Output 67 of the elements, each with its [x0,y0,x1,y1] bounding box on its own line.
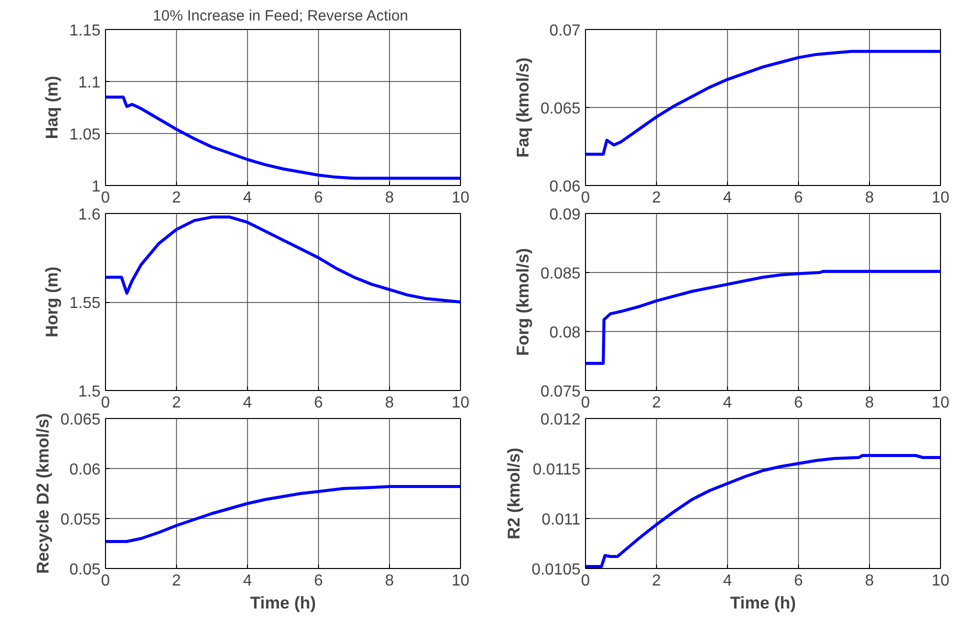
y-tick-label: 0.065 [540,100,581,118]
x-tick-label: 6 [794,394,804,412]
y-tick-label: 0.0115 [532,462,581,478]
x-tick-label: 8 [865,572,874,590]
x-tick-label: 4 [723,572,732,590]
x-tick-label: 10 [452,394,470,412]
chart-title: 10% Increase in Feed; Reverse Action [152,8,408,24]
x-tick-label: 6 [794,572,804,590]
y-tick-label: 1.55 [69,295,101,312]
y-tick-label: 0.08 [549,324,581,342]
y-tick-label: 0.065 [60,412,101,428]
x-tick-label: 6 [794,190,804,206]
y-axis-title: Horg (m) [42,266,62,338]
y-axis-title: Haq (m) [42,76,62,140]
y-tick-label: 0.06 [69,462,101,478]
y-tick-label: 0.07 [549,22,581,40]
x-tick-label: 8 [385,572,394,590]
x-tick-label: 0 [101,190,110,206]
x-tick-label: 10 [452,572,470,590]
y-tick-label: 1.05 [69,126,101,144]
x-tick-label: 8 [385,394,394,412]
x-tick-label: 10 [932,572,950,590]
y-tick-label: 0.011 [542,512,581,528]
x-tick-label: 2 [652,572,662,590]
y-tick-label: 0.09 [549,206,581,224]
y-tick-label: 1.6 [78,206,101,224]
y-tick-label: 1.5 [78,384,101,400]
y-axis-title: Recycle D2 (kmol/s) [33,413,52,574]
x-tick-label: 6 [314,394,324,412]
x-tick-label: 2 [652,190,662,206]
x-tick-label: 4 [243,572,252,590]
x-tick-label: 0 [101,572,110,590]
y-tick-label: 0.05 [69,562,101,578]
y-tick-label: 1.15 [69,22,101,40]
y-tick-label: 0.012 [540,412,581,428]
x-tick-label: 0 [581,190,590,206]
y-tick-label: 0.0105 [532,562,581,578]
y-axis-title: Faq (kmol/s) [513,57,532,158]
y-tick-label: 0.085 [540,266,581,282]
x-tick-label: 8 [865,190,874,206]
x-tick-label: 4 [723,394,732,412]
x-tick-label: 10 [932,190,950,206]
y-tick-label: 0.075 [540,384,581,400]
x-axis-title: Time (h) [730,594,796,612]
x-tick-label: 8 [865,394,874,412]
x-tick-label: 4 [243,190,252,206]
y-tick-label: 0.06 [549,178,581,196]
y-axis-title: R2 (kmol/s) [504,448,524,540]
x-tick-label: 2 [172,394,182,412]
x-tick-label: 2 [172,572,182,590]
x-tick-label: 8 [385,190,394,206]
x-tick-label: 0 [581,394,590,412]
y-tick-label: 1 [92,178,101,196]
x-tick-label: 0 [101,394,110,412]
x-tick-label: 2 [172,190,182,206]
x-tick-label: 2 [652,394,662,412]
x-tick-label: 6 [314,572,324,590]
y-tick-label: 0.055 [60,512,101,528]
y-tick-label: 1.1 [78,74,101,92]
x-tick-label: 4 [243,394,252,412]
x-tick-label: 6 [314,190,324,206]
x-axis-title: Time (h) [250,594,316,612]
x-tick-label: 4 [723,190,732,206]
y-axis-title: Forg (kmol/s) [513,248,532,356]
x-tick-label: 0 [581,572,590,590]
x-tick-label: 10 [932,394,950,412]
x-tick-label: 10 [452,190,470,206]
